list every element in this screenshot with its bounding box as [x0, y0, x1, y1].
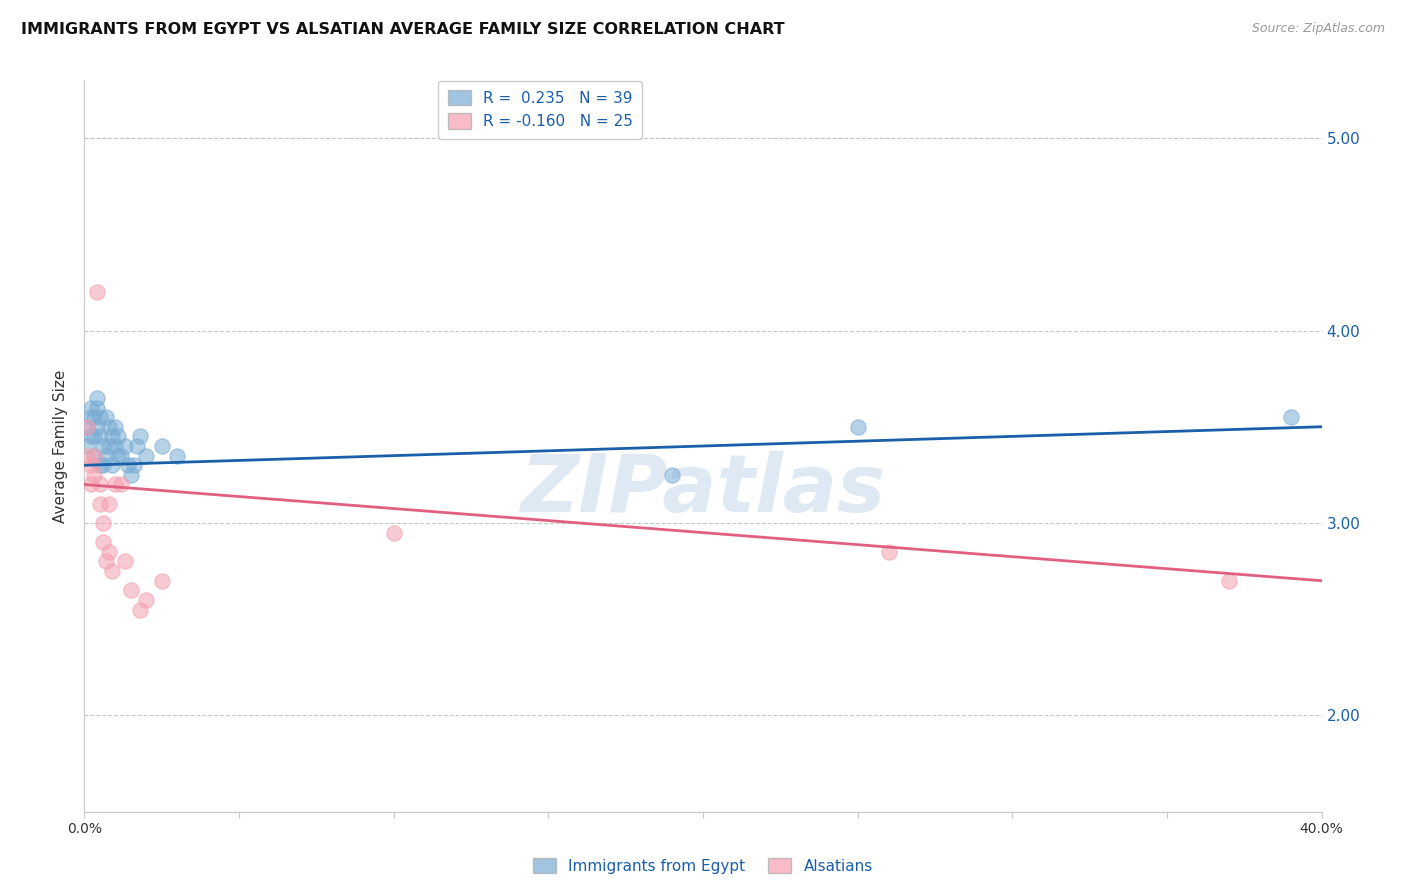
Point — [89, 410, 111, 425]
Point — [79, 410, 101, 425]
Point — [110, 449, 132, 463]
Point — [89, 429, 111, 443]
Point — [86, 391, 108, 405]
Point — [98, 419, 121, 434]
Point — [114, 554, 136, 568]
Point — [101, 564, 124, 578]
Point — [877, 545, 900, 559]
Point — [91, 535, 114, 549]
Point — [129, 429, 152, 443]
Point — [89, 458, 111, 473]
Point — [104, 439, 127, 453]
Point — [98, 545, 121, 559]
Point — [79, 401, 101, 415]
Point — [79, 458, 101, 473]
Point — [76, 439, 98, 453]
Point — [86, 419, 108, 434]
Point — [125, 439, 148, 453]
Point — [114, 439, 136, 453]
Point — [101, 458, 124, 473]
Point — [110, 477, 132, 491]
Point — [91, 516, 114, 530]
Point — [94, 449, 117, 463]
Point — [79, 429, 101, 443]
Point — [135, 593, 157, 607]
Text: ZIPatlas: ZIPatlas — [520, 450, 886, 529]
Point — [135, 449, 157, 463]
Point — [150, 574, 173, 588]
Text: Source: ZipAtlas.com: Source: ZipAtlas.com — [1251, 22, 1385, 36]
Point — [122, 458, 145, 473]
Point — [91, 439, 114, 453]
Y-axis label: Average Family Size: Average Family Size — [53, 369, 69, 523]
Point — [104, 477, 127, 491]
Point — [846, 419, 869, 434]
Point — [89, 477, 111, 491]
Point — [107, 449, 129, 463]
Point — [166, 449, 188, 463]
Point — [83, 467, 105, 482]
Point — [83, 449, 105, 463]
Point — [382, 525, 405, 540]
Point — [117, 458, 139, 473]
Point — [120, 583, 142, 598]
Point — [79, 477, 101, 491]
Point — [91, 458, 114, 473]
Point — [83, 429, 105, 443]
Point — [86, 285, 108, 299]
Point — [1279, 410, 1302, 425]
Point — [83, 449, 105, 463]
Point — [107, 429, 129, 443]
Text: IMMIGRANTS FROM EGYPT VS ALSATIAN AVERAGE FAMILY SIZE CORRELATION CHART: IMMIGRANTS FROM EGYPT VS ALSATIAN AVERAG… — [21, 22, 785, 37]
Point — [98, 497, 121, 511]
Point — [150, 439, 173, 453]
Point — [83, 410, 105, 425]
Point — [129, 602, 152, 616]
Point — [76, 419, 98, 434]
Point — [661, 467, 683, 482]
Point — [1218, 574, 1240, 588]
Point — [76, 419, 98, 434]
Point — [101, 429, 124, 443]
Point — [86, 401, 108, 415]
Point — [94, 410, 117, 425]
Point — [76, 449, 98, 463]
Legend: Immigrants from Egypt, Alsatians: Immigrants from Egypt, Alsatians — [527, 852, 879, 880]
Point — [89, 497, 111, 511]
Point — [94, 554, 117, 568]
Point — [120, 467, 142, 482]
Legend: R =  0.235   N = 39, R = -0.160   N = 25: R = 0.235 N = 39, R = -0.160 N = 25 — [439, 80, 641, 138]
Point — [104, 419, 127, 434]
Point — [98, 439, 121, 453]
